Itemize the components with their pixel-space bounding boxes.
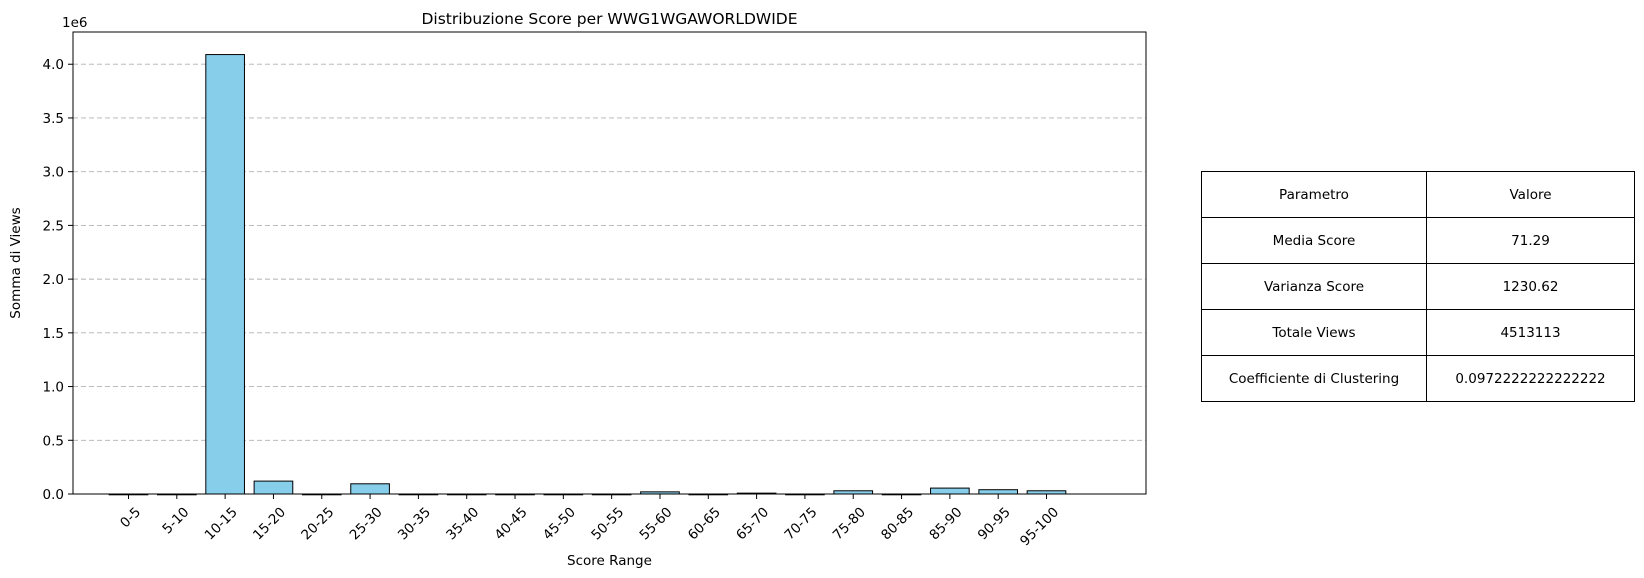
x-tick-label: 65-70 bbox=[733, 504, 772, 543]
table-row: Totale Views 4513113 bbox=[1201, 309, 1635, 356]
x-tick-label: 25-30 bbox=[347, 504, 386, 543]
chart-title: Distribuzione Score per WWG1WGAWORLDWIDE bbox=[421, 10, 797, 28]
table-row: Varianza Score 1230.62 bbox=[1201, 263, 1635, 310]
y-tick-label: 3.0 bbox=[43, 165, 64, 181]
statistics-table: Parametro Valore Media Score 71.29 Varia… bbox=[1201, 171, 1635, 402]
value-cell: 0.0972222222222222 bbox=[1426, 355, 1635, 402]
x-tick-label: 45-50 bbox=[540, 504, 579, 543]
x-tick-label: 10-15 bbox=[202, 504, 241, 543]
param-cell: Media Score bbox=[1201, 217, 1427, 264]
plot-frame bbox=[72, 31, 1147, 495]
y-tick-label: 0.5 bbox=[43, 433, 64, 449]
header-cell-parameter: Parametro bbox=[1201, 171, 1427, 218]
bar-90-95 bbox=[978, 489, 1019, 495]
bar-chart: 0.0 0.5 1.0 1.5 2.0 2.5 3.0 3.5 4.0 0-5 5-10 10-15… bbox=[8, 10, 1147, 569]
value-cell: 1230.62 bbox=[1426, 263, 1635, 310]
y-tick-label: 2.5 bbox=[43, 218, 64, 234]
x-tick-label: 20-25 bbox=[298, 504, 337, 543]
bar-25-30 bbox=[350, 483, 390, 495]
y-tick-label: 1.0 bbox=[43, 380, 64, 396]
header-cell-value: Valore bbox=[1426, 171, 1635, 218]
y-tick-label: 0.0 bbox=[43, 487, 64, 503]
y-axis-offset-label: 1e6 bbox=[62, 15, 87, 31]
x-tick-label: 40-45 bbox=[492, 504, 531, 543]
x-tick-label: 80-85 bbox=[878, 504, 917, 543]
x-tick-label: 35-40 bbox=[443, 504, 482, 543]
bar-15-20 bbox=[253, 480, 294, 495]
table-row: Media Score 71.29 bbox=[1201, 217, 1635, 264]
y-axis-ticks: 0.0 0.5 1.0 1.5 2.0 2.5 3.0 3.5 4.0 bbox=[43, 57, 73, 503]
bars bbox=[108, 54, 1067, 496]
x-tick-label: 85-90 bbox=[926, 504, 965, 543]
x-tick-label: 95-100 bbox=[1017, 504, 1062, 549]
table-row: Coefficiente di Clustering 0.09722222222… bbox=[1201, 355, 1635, 402]
bar-85-90 bbox=[930, 487, 970, 495]
x-tick-label: 50-55 bbox=[588, 504, 627, 543]
y-axis-label: Somma di Views bbox=[8, 207, 24, 318]
x-tick-label: 30-35 bbox=[395, 504, 434, 543]
y-tick-label: 1.5 bbox=[43, 326, 64, 342]
x-axis-ticks: 0-5 5-10 10-15 15-20 20-25 25-30 30-35 35-40 40-… bbox=[117, 494, 1062, 549]
x-tick-label: 5-10 bbox=[159, 504, 192, 537]
x-tick-label: 0-5 bbox=[117, 504, 144, 531]
param-cell: Coefficiente di Clustering bbox=[1201, 355, 1427, 402]
x-tick-label: 15-20 bbox=[250, 504, 289, 543]
x-tick-label: 55-60 bbox=[637, 504, 676, 543]
y-tick-label: 3.5 bbox=[43, 111, 64, 127]
x-tick-label: 75-80 bbox=[830, 504, 869, 543]
table-header-row: Parametro Valore bbox=[1201, 171, 1635, 218]
param-cell: Varianza Score bbox=[1201, 263, 1427, 310]
bar-10-15 bbox=[205, 54, 245, 495]
x-axis-label: Score Range bbox=[567, 553, 652, 569]
value-cell: 71.29 bbox=[1426, 217, 1635, 264]
y-tick-label: 4.0 bbox=[43, 57, 64, 73]
x-tick-label: 60-65 bbox=[685, 504, 724, 543]
x-tick-label: 70-75 bbox=[781, 504, 820, 543]
value-cell: 4513113 bbox=[1426, 309, 1635, 356]
param-cell: Totale Views bbox=[1201, 309, 1427, 356]
y-tick-label: 2.0 bbox=[43, 272, 64, 288]
x-tick-label: 90-95 bbox=[975, 504, 1014, 543]
grid-lines bbox=[73, 63, 1146, 441]
